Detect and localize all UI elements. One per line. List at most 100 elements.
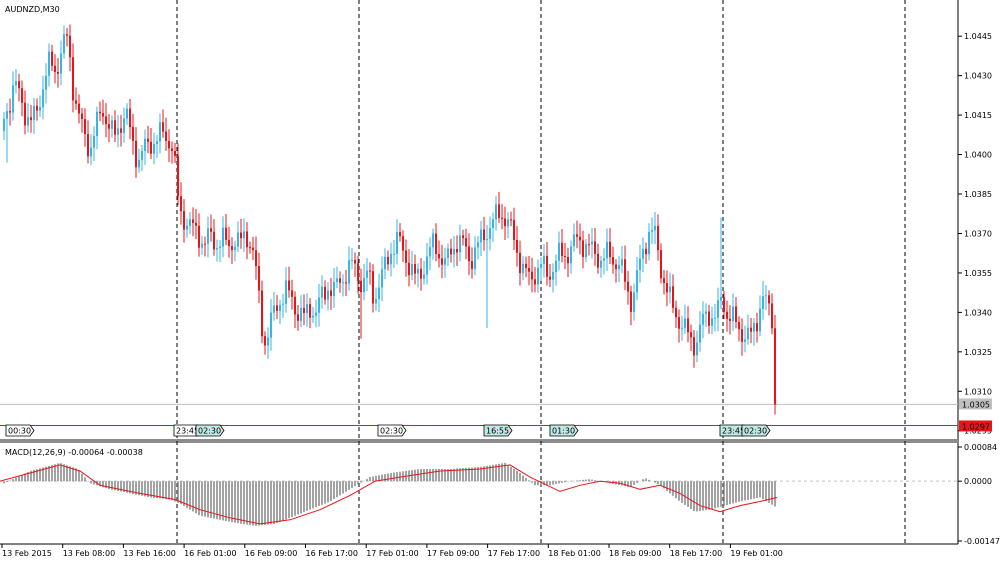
- candle: [723, 290, 725, 320]
- candle: [177, 143, 179, 206]
- candle: [609, 228, 611, 265]
- candle: [690, 324, 692, 351]
- candle: [300, 294, 302, 328]
- candle: [252, 236, 254, 261]
- candle: [312, 306, 314, 323]
- candle: [675, 300, 677, 329]
- candle: [90, 134, 92, 166]
- candle: [429, 237, 431, 271]
- chart-title: AUDNZD,M30: [5, 5, 60, 14]
- candle: [276, 295, 278, 320]
- candle: [126, 103, 128, 125]
- candle: [717, 287, 719, 332]
- candle: [342, 274, 344, 297]
- candle: [714, 303, 716, 332]
- candle: [228, 227, 230, 258]
- candle: [360, 268, 362, 339]
- candle: [765, 285, 767, 311]
- candle: [513, 207, 515, 250]
- candle: [150, 128, 152, 159]
- candle: [447, 243, 449, 267]
- candle: [267, 327, 269, 359]
- candle: [495, 196, 497, 231]
- candle: [735, 297, 737, 329]
- candle: [738, 316, 740, 342]
- candle: [564, 243, 566, 270]
- candle: [729, 305, 731, 335]
- candle: [696, 330, 698, 363]
- candle: [642, 237, 644, 273]
- time-marker[interactable]: 02:30: [741, 424, 771, 437]
- candle: [351, 247, 353, 270]
- candle: [441, 244, 443, 279]
- time-tick-label: 13 Feb 2015: [2, 549, 52, 558]
- candle: [444, 247, 446, 278]
- time-tick-label: 13 Feb 08:00: [63, 549, 115, 558]
- candle: [135, 127, 137, 178]
- time-marker[interactable]: 00:30: [5, 424, 35, 437]
- candle: [336, 266, 338, 289]
- candle: [213, 219, 215, 256]
- candle: [585, 238, 587, 263]
- candle: [657, 214, 659, 261]
- candle: [384, 248, 386, 280]
- candle: [678, 309, 680, 343]
- candle: [594, 228, 596, 266]
- candle: [18, 73, 20, 102]
- candle: [69, 24, 71, 72]
- candle: [558, 231, 560, 271]
- candle: [408, 249, 410, 287]
- candle: [525, 256, 527, 278]
- candle: [423, 260, 425, 285]
- candle: [288, 266, 290, 298]
- time-marker[interactable]: 02:30: [195, 424, 225, 437]
- candle: [309, 298, 311, 329]
- candle: [621, 245, 623, 274]
- candle: [705, 303, 707, 327]
- candle: [369, 262, 371, 285]
- time-marker[interactable]: 16:55: [483, 424, 513, 437]
- candle: [402, 230, 404, 262]
- candle: [165, 117, 167, 151]
- candle: [411, 250, 413, 281]
- candle: [591, 227, 593, 259]
- time-tick-label: 16 Feb 09:00: [245, 549, 297, 558]
- candle: [462, 229, 464, 246]
- candle: [327, 282, 329, 311]
- horizontal-line-price-box: [959, 420, 992, 432]
- macd-signal-line: [0, 464, 778, 525]
- candle: [243, 218, 245, 252]
- candle: [561, 228, 563, 263]
- candle: [417, 263, 419, 288]
- candle: [45, 63, 47, 104]
- candle: [465, 228, 467, 260]
- candle: [339, 271, 341, 293]
- price-tick-label: 1.0310: [964, 387, 992, 396]
- time-marker[interactable]: 01:30: [549, 424, 579, 437]
- candle: [615, 259, 617, 283]
- svg-text:00:30: 00:30: [8, 427, 31, 436]
- candle: [108, 113, 110, 143]
- candle: [237, 221, 239, 252]
- candle: [99, 101, 101, 122]
- time-marker[interactable]: 02:30: [377, 424, 407, 437]
- candle: [225, 213, 227, 246]
- candle: [147, 125, 149, 154]
- candle: [711, 306, 713, 335]
- candle: [39, 95, 41, 117]
- price-tick-label: 1.0370: [964, 229, 992, 238]
- candle: [216, 239, 218, 262]
- candle: [378, 273, 380, 312]
- candle: [183, 199, 185, 243]
- candle: [57, 58, 59, 88]
- macd-tick-label: -0.00147: [964, 537, 1000, 546]
- candle: [708, 304, 710, 334]
- svg-text:23:45: 23:45: [722, 427, 745, 436]
- candle: [579, 223, 581, 255]
- candle: [306, 293, 308, 327]
- panel-separator[interactable]: [0, 439, 958, 443]
- svg-text:16:55: 16:55: [486, 427, 509, 436]
- candle: [552, 263, 554, 293]
- candle: [285, 267, 287, 313]
